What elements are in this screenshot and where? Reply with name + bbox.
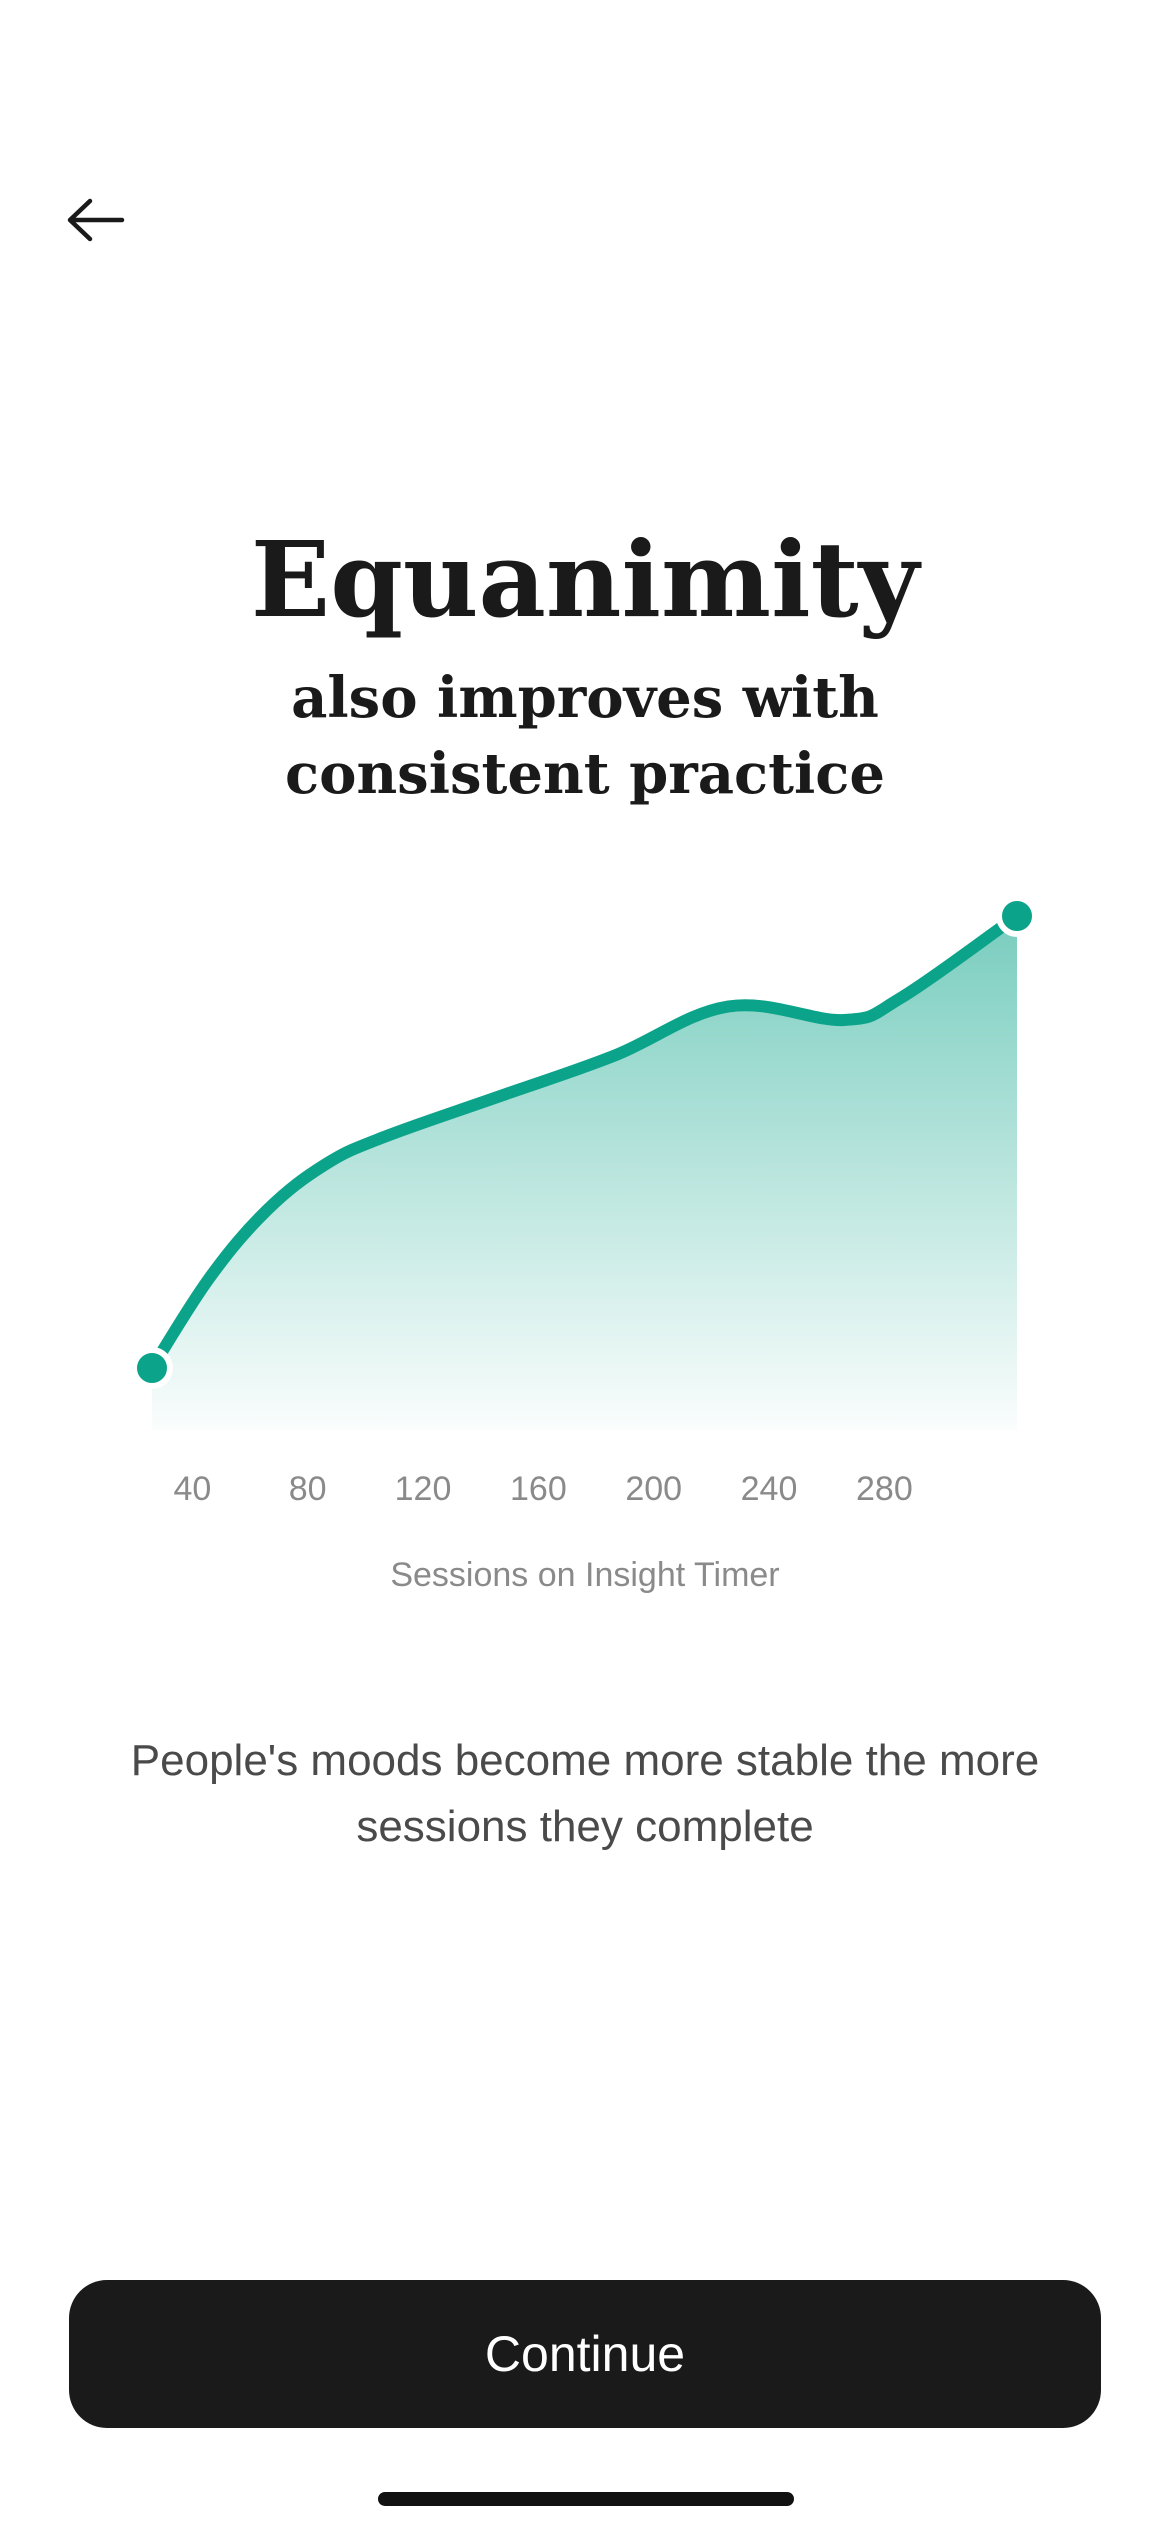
page-subtitle: also improves with consistent practice: [285, 665, 885, 807]
x-tick-label: 280: [856, 1470, 913, 1508]
x-tick-label: 200: [625, 1470, 683, 1508]
x-tick-label: 80: [288, 1470, 327, 1508]
continue-button-label: Continue: [484, 2326, 686, 2382]
chart-series-line: [146, 910, 1023, 1374]
page-title: Equanimity: [250, 518, 920, 641]
x-tick-label: 40: [173, 1470, 212, 1508]
continue-button[interactable]: Continue: [69, 2280, 1101, 2428]
home-indicator: [378, 2492, 794, 2506]
chart-end-point: [996, 895, 1038, 937]
chart-start-point: [131, 1347, 173, 1389]
back-button[interactable]: [56, 180, 136, 260]
chart-area-fill: [152, 916, 1017, 1430]
caption-text: People's moods become more stable the mo…: [130, 1736, 1040, 1851]
equanimity-chart: [131, 895, 1038, 1430]
x-tick-label: 240: [740, 1470, 798, 1508]
arrow-left-icon: [67, 198, 125, 242]
x-axis-ticks: 40 80 120 160 200 240 280: [0, 1470, 1170, 1520]
x-tick-label: 160: [510, 1470, 567, 1508]
x-tick-label: 120: [394, 1470, 452, 1508]
x-axis-label: Sessions on Insight Timer: [390, 1556, 780, 1594]
